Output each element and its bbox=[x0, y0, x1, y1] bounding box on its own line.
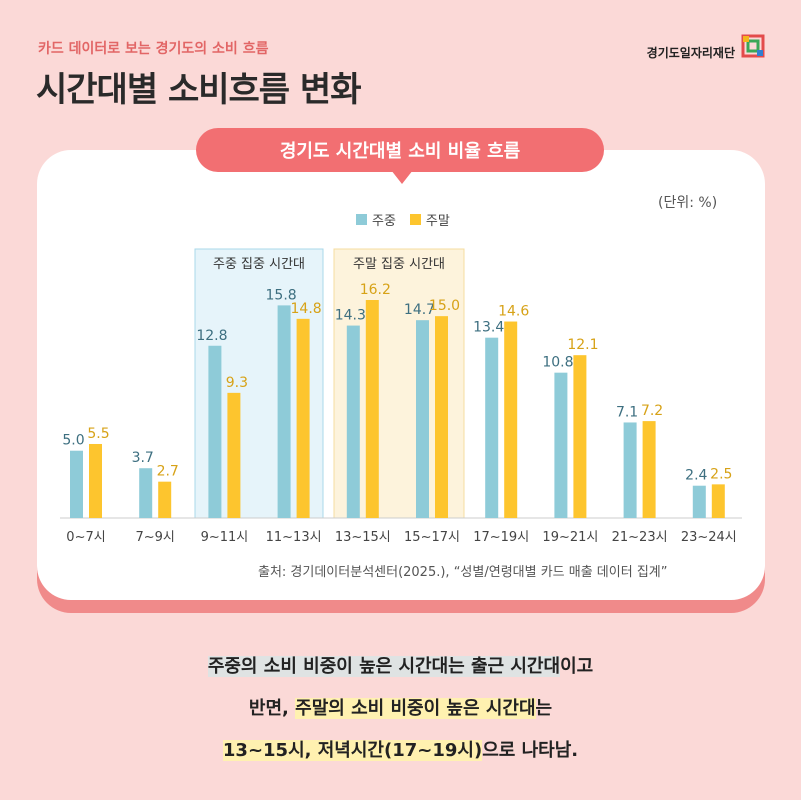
summary-line-3: 13~15시, 저녁시간(17~19시)으로 나타남. bbox=[0, 736, 801, 762]
data-label-weekend: 2.5 bbox=[710, 466, 732, 482]
bar-weekday bbox=[485, 337, 499, 518]
data-label-weekday: 12.8 bbox=[196, 328, 227, 344]
bar-weekday bbox=[692, 485, 706, 518]
data-label-weekend: 2.7 bbox=[157, 464, 179, 480]
logo-text: 경기도일자리재단 bbox=[646, 46, 735, 60]
x-tick-label: 21~23시 bbox=[612, 530, 668, 545]
bar-weekday bbox=[277, 305, 291, 518]
bar-weekday bbox=[346, 325, 360, 518]
pill-tail bbox=[391, 170, 413, 184]
summary-highlight-weekend: 주말의 소비 비중이 높은 시간대 bbox=[295, 698, 536, 719]
x-tick-label: 7~9시 bbox=[135, 530, 174, 545]
summary-highlight-weekday: 주중의 소비 비중이 높은 시간대는 출근 시간대 bbox=[207, 656, 561, 677]
data-label-weekday: 5.0 bbox=[62, 433, 84, 449]
bar-weekend bbox=[296, 318, 310, 518]
data-label-weekend: 16.2 bbox=[360, 282, 391, 298]
x-tick-label: 17~19시 bbox=[473, 530, 529, 545]
data-label-weekend: 7.2 bbox=[641, 403, 663, 419]
data-label-weekday: 10.8 bbox=[542, 355, 573, 371]
bar-weekend bbox=[227, 392, 241, 518]
bar-weekend bbox=[573, 355, 587, 518]
bar-weekday bbox=[139, 468, 153, 518]
data-label-weekday: 7.1 bbox=[616, 404, 638, 420]
data-label-weekend: 12.1 bbox=[567, 337, 598, 353]
x-tick-label: 11~13시 bbox=[266, 530, 322, 545]
data-label-weekday: 14.7 bbox=[404, 302, 435, 318]
bar-weekday bbox=[416, 320, 429, 518]
x-tick-label: 19~21시 bbox=[542, 530, 598, 545]
legend-swatch-weekday bbox=[356, 214, 367, 225]
legend: 주중 주말 bbox=[356, 210, 450, 229]
page-subtitle: 카드 데이터로 보는 경기도의 소비 흐름 bbox=[38, 41, 269, 57]
bar-weekday bbox=[70, 450, 83, 518]
x-tick-label: 9~11시 bbox=[201, 530, 249, 545]
data-label-weekend: 14.6 bbox=[498, 304, 529, 320]
data-label-weekday: 13.4 bbox=[473, 320, 504, 336]
bar-weekend bbox=[642, 421, 656, 518]
x-tick-label: 0~7시 bbox=[66, 530, 105, 545]
page-title: 시간대별 소비흐름 변화 bbox=[36, 70, 361, 110]
data-label-weekday: 2.4 bbox=[685, 468, 707, 484]
summary-text: 으로 나타남. bbox=[482, 740, 579, 761]
source-note: 출처: 경기데이터분석센터(2025.), “성별/연령대별 카드 매출 데이터… bbox=[258, 565, 668, 580]
x-tick-label: 13~15시 bbox=[335, 530, 391, 545]
summary-text: 이고 bbox=[560, 656, 594, 677]
legend-swatch-weekend bbox=[409, 214, 421, 225]
bar-weekday bbox=[623, 422, 637, 518]
unit-label: (단위: %) bbox=[658, 195, 718, 211]
data-label-weekend: 9.3 bbox=[226, 375, 248, 391]
summary-text: 는 bbox=[535, 698, 553, 719]
data-label-weekday: 3.7 bbox=[132, 450, 154, 466]
data-label-weekend: 5.5 bbox=[87, 426, 109, 442]
data-label-weekend: 15.0 bbox=[429, 298, 460, 314]
bar-weekend bbox=[435, 316, 448, 518]
summary-text: 반면, bbox=[248, 698, 296, 719]
legend-label-weekday: 주중 bbox=[372, 214, 396, 229]
highlight-label-weekday: 주중 집중 시간대 bbox=[213, 257, 305, 272]
bar-weekend bbox=[504, 321, 518, 518]
logo: 경기도일자리재단 bbox=[647, 30, 765, 61]
data-label-weekend: 14.8 bbox=[291, 301, 322, 317]
highlight-label-weekend: 주말 집중 시간대 bbox=[353, 257, 445, 272]
summary-line-1: 주중의 소비 비중이 높은 시간대는 출근 시간대이고 bbox=[0, 652, 801, 678]
bar-weekend bbox=[711, 484, 725, 518]
bar-weekend bbox=[89, 443, 102, 518]
x-tick-label: 23~24시 bbox=[681, 530, 737, 545]
bar-weekend bbox=[365, 300, 379, 518]
legend-label-weekend: 주말 bbox=[425, 214, 450, 229]
bar-weekday bbox=[554, 372, 568, 518]
bar-weekend bbox=[158, 481, 172, 518]
x-tick-label: 15~17시 bbox=[404, 530, 460, 545]
legend-item-weekday: 주중 bbox=[356, 210, 396, 229]
summary-line-2: 반면, 주말의 소비 비중이 높은 시간대는 bbox=[0, 694, 801, 720]
summary-highlight-times: 13~15시, 저녁시간(17~19시) bbox=[222, 740, 483, 761]
logo-mark-icon bbox=[741, 34, 765, 57]
bar-weekday bbox=[208, 345, 222, 518]
chart-title-pill: 경기도 시간대별 소비 비율 흐름 bbox=[196, 128, 604, 172]
data-label-weekday: 15.8 bbox=[266, 287, 297, 303]
legend-item-weekend: 주말 bbox=[409, 210, 450, 229]
data-label-weekday: 14.3 bbox=[335, 308, 366, 324]
